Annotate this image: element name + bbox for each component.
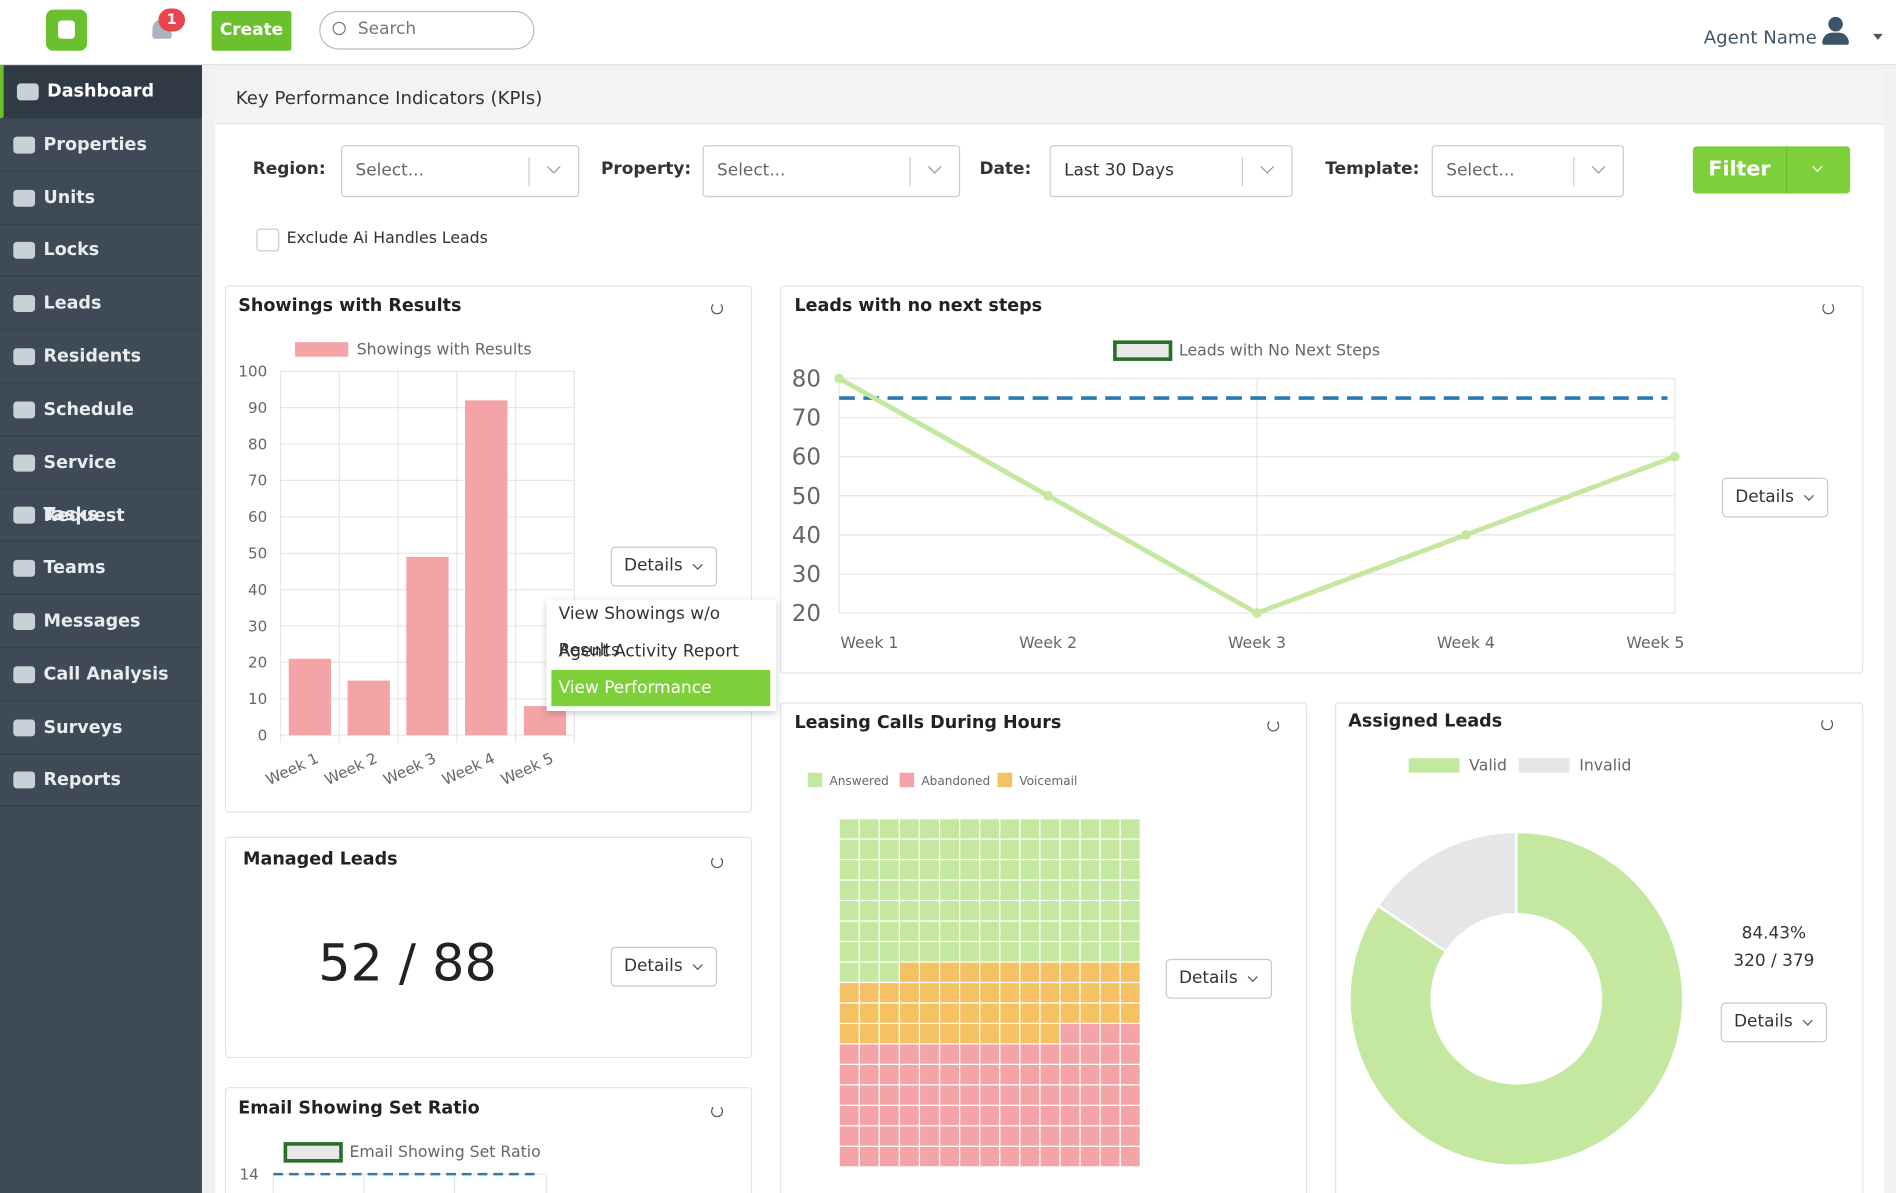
nav-item[interactable]: Locks	[0, 224, 202, 278]
refresh-icon[interactable]	[1821, 718, 1834, 731]
nav-item[interactable]: Messages	[0, 595, 202, 649]
nav-icon	[13, 507, 36, 525]
header: 1 Create Search Agent Name	[0, 0, 1896, 66]
nav-item[interactable]: Call Analysis	[0, 648, 202, 702]
panel-title: Showings with Results	[238, 296, 462, 316]
filter-label: Region:	[252, 159, 326, 179]
refresh-icon[interactable]	[1267, 719, 1280, 732]
nav-item[interactable]: Service Request	[0, 436, 202, 526]
panel-title: Assigned Leads	[1348, 712, 1503, 732]
panel-title: Email Showing Set Ratio	[238, 1099, 480, 1119]
refresh-icon[interactable]	[1822, 302, 1835, 315]
details-button[interactable]: Details	[1720, 1002, 1828, 1043]
panel	[224, 1087, 753, 1193]
nav-item[interactable]: Surveys	[0, 701, 202, 755]
nav-icon	[13, 348, 36, 366]
search-box[interactable]: Search	[319, 10, 535, 50]
details-button[interactable]: Details	[610, 946, 718, 987]
search-placeholder: Search	[357, 19, 417, 39]
nav-icon	[13, 295, 36, 313]
nav-item[interactable]: Tasks	[0, 489, 202, 543]
filter-label: Template:	[1325, 159, 1420, 179]
user-name[interactable]: Agent Name	[1703, 26, 1817, 49]
filter-select[interactable]: Select...	[340, 145, 580, 198]
user-icon[interactable]	[1828, 16, 1843, 32]
nav-item[interactable]: Dashboard	[0, 65, 202, 119]
nav-icon	[13, 666, 36, 683]
details-menu: View Showings w/o Results Agent Activity …	[546, 599, 777, 712]
menu-item[interactable]: View Showings w/o Results	[558, 604, 721, 661]
filter-select[interactable]: Select...	[702, 145, 961, 198]
filter-button[interactable]: Filter	[1692, 146, 1851, 194]
nav-item[interactable]: Leads	[0, 277, 202, 331]
logo[interactable]	[45, 9, 88, 51]
notification-badge: 1	[158, 8, 186, 32]
panel	[779, 285, 1864, 674]
checkbox[interactable]	[256, 228, 280, 252]
filter-label: Date:	[979, 159, 1032, 179]
filter-select[interactable]: Last 30 Days	[1049, 145, 1293, 198]
nav-icon	[13, 189, 36, 207]
sidebar: Dashboard Properties Units Locks Leads Reside…	[0, 65, 202, 1193]
create-button[interactable]: Create	[211, 10, 292, 51]
menu-item[interactable]: View Performance	[551, 669, 771, 707]
nav-icon	[13, 560, 36, 578]
nav-icon	[16, 83, 39, 101]
panel-title: Managed Leads	[243, 850, 398, 870]
menu-item[interactable]: Agent Activity Report	[558, 641, 739, 661]
nav-item[interactable]: Schedule	[0, 383, 202, 437]
nav-item[interactable]: Residents	[0, 330, 202, 384]
nav-icon	[13, 771, 36, 789]
panel-title: Leasing Calls During Hours	[794, 713, 1062, 733]
details-button[interactable]: Details	[1721, 477, 1829, 518]
page-title: Key Performance Indicators (KPIs)	[235, 87, 543, 109]
panel	[779, 702, 1308, 1193]
nav-item[interactable]: Teams	[0, 542, 202, 596]
nav-icon	[13, 136, 36, 154]
nav-icon	[13, 454, 36, 472]
panel-title: Leads with no next steps	[794, 296, 1043, 316]
nav-item[interactable]: Reports	[0, 754, 202, 808]
filter-label: Property:	[600, 159, 692, 179]
filter-label: Filter	[1708, 157, 1771, 182]
nav-icon	[13, 613, 36, 630]
nav-icon	[13, 242, 36, 260]
title-bar: Key Performance Indicators (KPIs)	[215, 71, 1884, 125]
details-button[interactable]: Details	[1165, 958, 1273, 999]
panel	[1334, 702, 1864, 1193]
filter-select[interactable]: Select...	[1431, 145, 1624, 198]
details-button[interactable]: Details	[610, 546, 718, 587]
nav-icon	[13, 401, 36, 419]
nav-item[interactable]: Properties	[0, 118, 202, 172]
checkbox-label: Exclude Ai Handles Leads	[286, 229, 488, 248]
nav-item[interactable]: Units	[0, 171, 202, 225]
refresh-icon[interactable]	[711, 302, 724, 315]
refresh-icon[interactable]	[711, 856, 724, 869]
refresh-icon[interactable]	[711, 1105, 724, 1118]
nav-icon	[13, 718, 36, 736]
